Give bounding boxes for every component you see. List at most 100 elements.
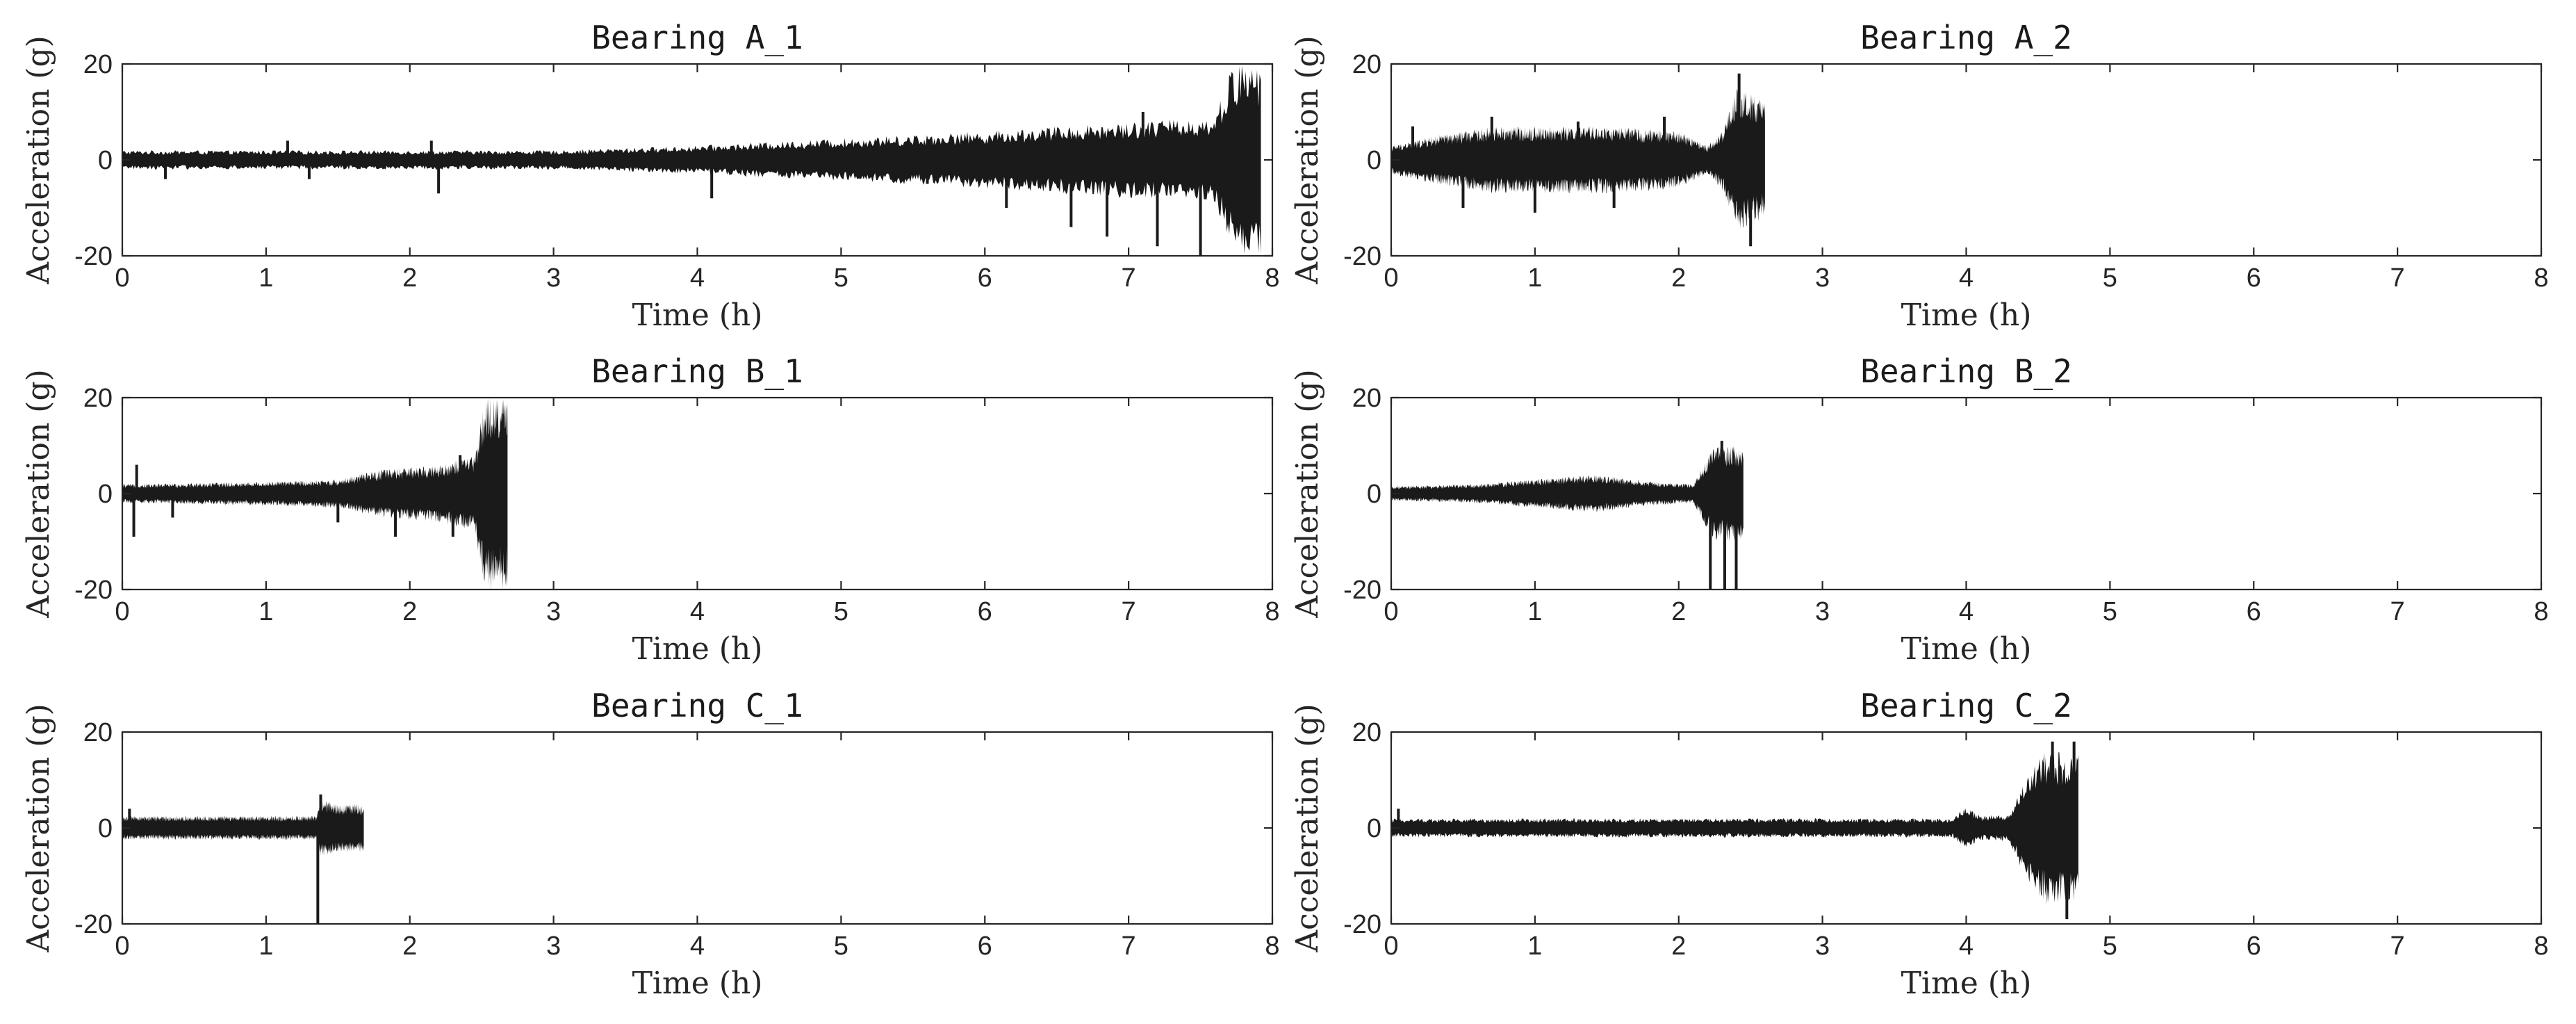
chart-title: Bearing B_1: [591, 352, 803, 390]
x-axis-label: Time (h): [1901, 631, 2032, 667]
x-tick-label: 8: [2534, 597, 2548, 626]
x-axis-label: Time (h): [1901, 966, 2032, 1001]
x-axis-label: Time (h): [632, 298, 763, 333]
x-tick-label: 3: [1815, 263, 1830, 293]
y-tick-label: -20: [74, 242, 113, 271]
y-tick-label: 20: [83, 50, 113, 79]
x-tick-label: 8: [2534, 263, 2548, 293]
x-tick-label: 7: [2390, 597, 2405, 626]
x-tick-label: 6: [978, 597, 992, 626]
y-tick-label: 0: [1367, 814, 1381, 843]
y-tick-label: -20: [1343, 242, 1381, 271]
chart-title: Bearing C_1: [591, 687, 803, 724]
y-tick-label: -20: [1343, 576, 1381, 605]
y-tick-label: 0: [98, 146, 113, 175]
signal-series: [122, 398, 508, 590]
x-tick-label: 7: [1122, 263, 1136, 293]
x-tick-label: 1: [259, 932, 273, 961]
x-tick-label: 2: [402, 932, 417, 961]
y-tick-label: -20: [1343, 910, 1381, 939]
y-tick-label: 0: [1367, 146, 1381, 175]
x-tick-label: 3: [546, 263, 561, 293]
x-tick-label: 5: [834, 263, 848, 293]
x-tick-label: 0: [115, 932, 129, 961]
x-tick-label: 7: [2390, 263, 2405, 293]
chart-title: Bearing B_2: [1860, 352, 2072, 390]
x-axis-label: Time (h): [1901, 298, 2032, 333]
x-tick-label: 3: [1815, 932, 1830, 961]
signal-group: [1391, 741, 2078, 920]
x-axis-label: Time (h): [632, 966, 763, 1001]
y-axis-label: Acceleration (g): [1290, 35, 1325, 285]
x-tick-label: 6: [978, 263, 992, 293]
signal-series: [122, 65, 1261, 254]
x-tick-label: 8: [1265, 597, 1279, 626]
x-tick-label: 1: [1527, 263, 1542, 293]
signal-group: [1391, 441, 1744, 590]
x-tick-label: 6: [2247, 932, 2261, 961]
x-axis-label: Time (h): [632, 631, 763, 667]
signal-group: [122, 794, 364, 924]
x-tick-label: 6: [2247, 597, 2261, 626]
y-tick-label: 0: [98, 480, 113, 509]
y-axis-label: Acceleration (g): [1290, 704, 1325, 953]
x-tick-label: 5: [2103, 932, 2117, 961]
x-tick-label: 0: [115, 263, 129, 293]
x-tick-label: 1: [259, 597, 273, 626]
x-tick-label: 8: [2534, 932, 2548, 961]
x-tick-label: 2: [1671, 263, 1686, 293]
x-tick-label: 4: [1959, 932, 1974, 961]
x-tick-label: 8: [1265, 263, 1279, 293]
chart-title: Bearing A_2: [1860, 19, 2072, 56]
x-tick-label: 5: [2103, 597, 2117, 626]
x-tick-label: 1: [1527, 597, 1542, 626]
y-tick-label: 20: [1352, 718, 1381, 747]
x-tick-label: 3: [546, 597, 561, 626]
x-tick-label: 4: [690, 263, 705, 293]
x-tick-label: 4: [1959, 597, 1974, 626]
x-tick-label: 4: [690, 932, 705, 961]
x-tick-label: 8: [1265, 932, 1279, 961]
signal-series: [122, 799, 364, 856]
signal-series: [1391, 752, 2078, 904]
x-tick-label: 7: [1122, 597, 1136, 626]
x-tick-label: 2: [402, 263, 417, 293]
y-tick-label: 20: [83, 718, 113, 747]
x-tick-label: 3: [1815, 597, 1830, 626]
x-tick-label: 0: [1384, 263, 1398, 293]
chart-title: Bearing C_2: [1860, 687, 2072, 724]
x-tick-label: 2: [402, 597, 417, 626]
x-tick-label: 7: [2390, 932, 2405, 961]
y-axis-label: Acceleration (g): [1290, 369, 1325, 619]
x-tick-label: 2: [1671, 597, 1686, 626]
chart-title: Bearing A_1: [591, 19, 803, 56]
x-tick-label: 3: [546, 932, 561, 961]
x-tick-label: 4: [690, 597, 705, 626]
signal-group: [122, 65, 1261, 256]
x-tick-label: 6: [2247, 263, 2261, 293]
x-tick-label: 7: [1122, 932, 1136, 961]
y-tick-label: 0: [98, 814, 113, 843]
x-tick-label: 5: [834, 932, 848, 961]
y-tick-label: 20: [83, 384, 113, 413]
x-tick-label: 2: [1671, 932, 1686, 961]
y-axis-label: Acceleration (g): [21, 369, 56, 619]
y-tick-label: -20: [74, 576, 113, 605]
x-tick-label: 5: [834, 597, 848, 626]
x-tick-label: 5: [2103, 263, 2117, 293]
x-tick-label: 0: [1384, 597, 1398, 626]
y-axis-label: Acceleration (g): [21, 704, 56, 953]
y-axis-label: Acceleration (g): [21, 35, 56, 285]
y-tick-label: -20: [74, 910, 113, 939]
y-tick-label: 20: [1352, 50, 1381, 79]
signal-series: [1391, 446, 1744, 542]
x-tick-label: 0: [115, 597, 129, 626]
signal-group: [122, 398, 508, 590]
